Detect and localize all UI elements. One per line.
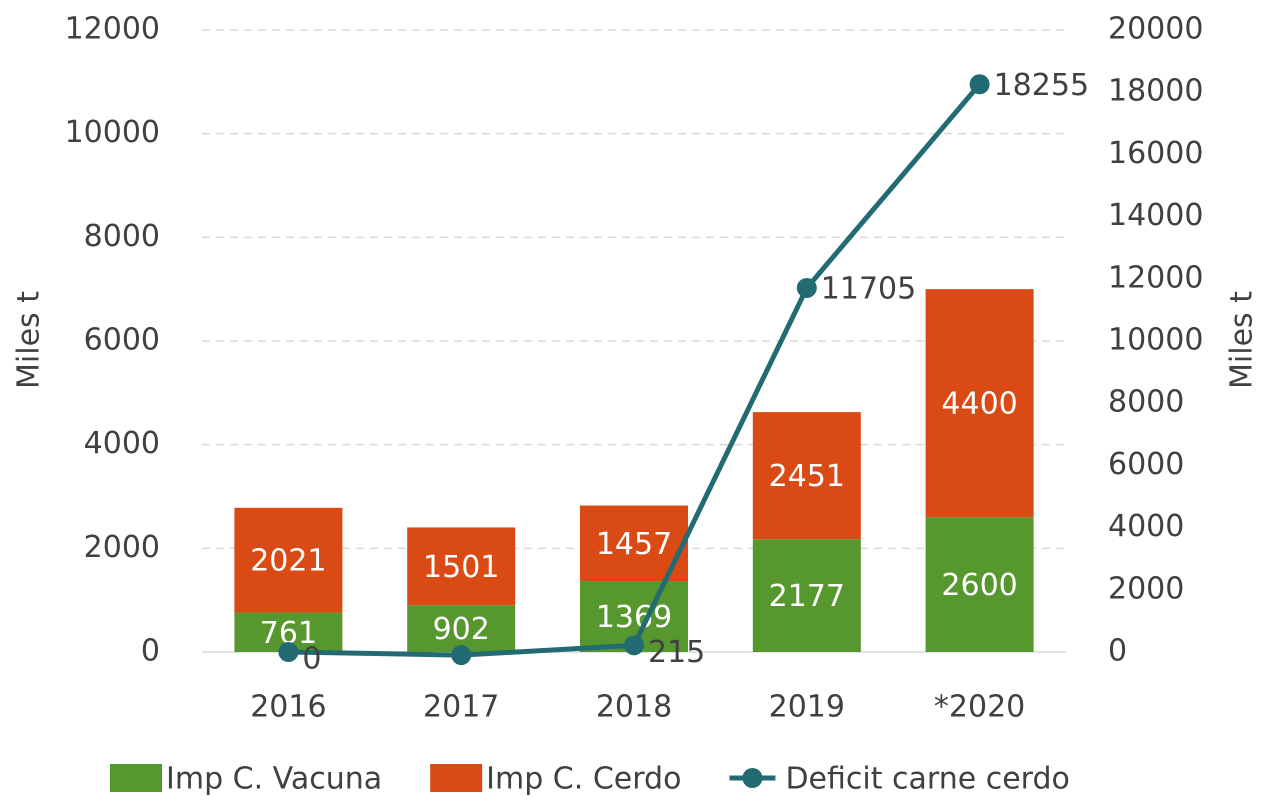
bar-segment [925,289,1034,518]
y2-tick-label: 6000 [1108,447,1184,482]
bar-label: 2021 [250,544,326,579]
y2-tick-label: 10000 [1108,323,1203,358]
bar-label: 2177 [769,579,845,614]
line-label: 215 [648,635,705,670]
y2-tick-label: 2000 [1108,571,1184,606]
line-marker [451,645,472,666]
line-label: 11705 [821,271,916,306]
x-tick-label: *2020 [934,690,1025,725]
line-label: 0 [302,642,321,677]
y-tick-label: 10000 [65,115,160,150]
x-tick-label: 2017 [423,690,499,725]
y2-tick-label: 8000 [1108,385,1184,420]
y2-tick-label: 0 [1108,634,1127,669]
legend-label: Imp C. Cerdo [486,762,681,797]
line-marker [969,74,990,95]
x-tick-label: 2016 [250,690,326,725]
bar-label: 902 [433,612,490,647]
x-tick-label: 2019 [769,690,845,725]
line-label: 18255 [994,68,1089,103]
y2-tick-label: 12000 [1108,260,1203,295]
bar-segment [752,412,861,540]
y-tick-label: 2000 [84,530,160,565]
legend-swatch [430,764,483,792]
legend-swatch [110,764,162,792]
legend-marker [742,768,763,788]
y-tick-label: 12000 [65,12,160,47]
y2-tick-label: 16000 [1108,136,1203,171]
line-marker [624,635,644,656]
y-tick-label: 8000 [84,219,160,254]
y2-tick-label: 14000 [1108,198,1203,233]
y2-tick-label: 20000 [1108,12,1203,47]
y-tick-label: 4000 [84,426,160,461]
legend-label: Deficit carne cerdo [785,762,1069,797]
bar-segment [925,517,1034,652]
bar-label: 2600 [941,568,1017,603]
y-tick-label: 0 [141,634,160,669]
bar-segment [234,507,343,613]
line-marker [796,277,817,298]
bar-segment [752,539,861,652]
bar-label: 1457 [596,527,672,562]
bar-label: 1369 [596,600,672,635]
bar-label: 4400 [941,387,1017,422]
y-tick-label: 6000 [84,323,160,358]
y-axis-title: Miles t [12,291,47,389]
legend-label: Imp C. Vacuna [166,762,382,797]
y2-tick-label: 18000 [1108,74,1203,109]
bar-segment [407,527,516,606]
y2-tick-label: 4000 [1108,509,1184,544]
x-tick-label: 2018 [596,690,672,725]
line-marker [278,642,299,662]
y2-axis-title: Miles t [1225,291,1260,389]
bar-label: 2451 [769,459,845,494]
bar-label: 1501 [423,550,499,585]
bar-segment [407,605,516,652]
